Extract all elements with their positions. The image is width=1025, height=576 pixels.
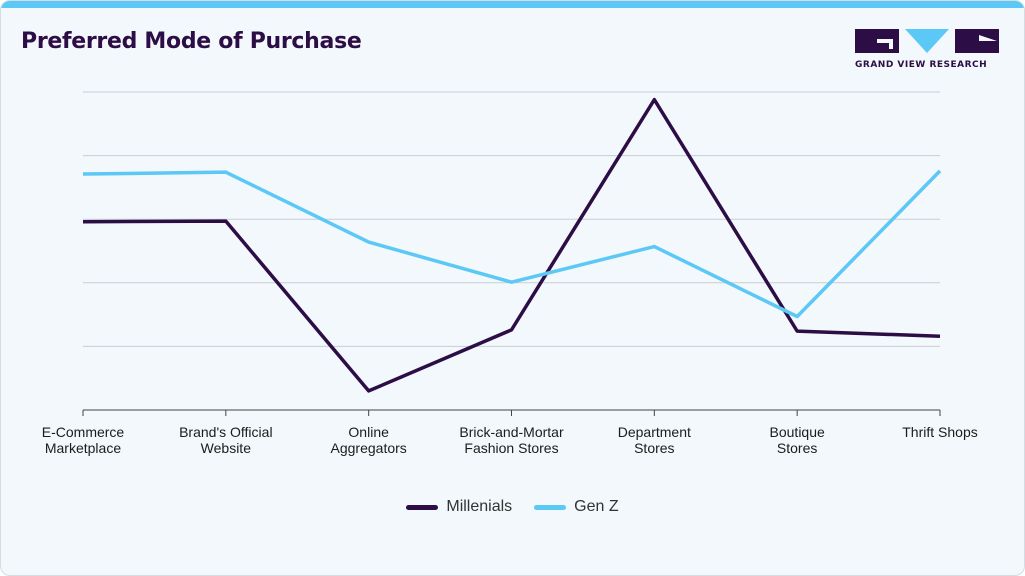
grand-view-research-logo: GRAND VIEW RESEARCH — [855, 29, 999, 73]
legend-swatch-millenials — [406, 504, 439, 510]
series-line-millenials — [82, 97, 941, 393]
x-tick-label: Department Stores — [618, 424, 691, 456]
x-tick-label: E-Commerce Marketplace — [42, 424, 125, 456]
legend-label-gen-z: Gen Z — [574, 498, 619, 515]
legend-swatch-gen-z — [534, 504, 567, 510]
series-line-gen-z — [82, 169, 942, 319]
legend-item-millenials: Millenials — [406, 498, 512, 516]
logo-text: GRAND VIEW RESEARCH — [855, 60, 988, 70]
chart-title: Preferred Mode of Purchase — [21, 29, 362, 54]
legend: Millenials Gen Z — [0, 498, 1025, 516]
x-tick-label: Brand's Official Website — [179, 424, 272, 456]
x-tick-label: Online Aggregators — [331, 424, 407, 456]
accent-bar — [1, 1, 1024, 8]
x-tick-label: Thrift Shops — [902, 424, 977, 440]
logo-mark-icon — [855, 29, 999, 53]
x-tick-label: Brick-and-Mortar Fashion Stores — [459, 424, 564, 456]
legend-item-gen-z: Gen Z — [534, 498, 619, 516]
x-tick-label: Boutique Stores — [770, 424, 825, 456]
legend-label-millenials: Millenials — [446, 498, 513, 515]
